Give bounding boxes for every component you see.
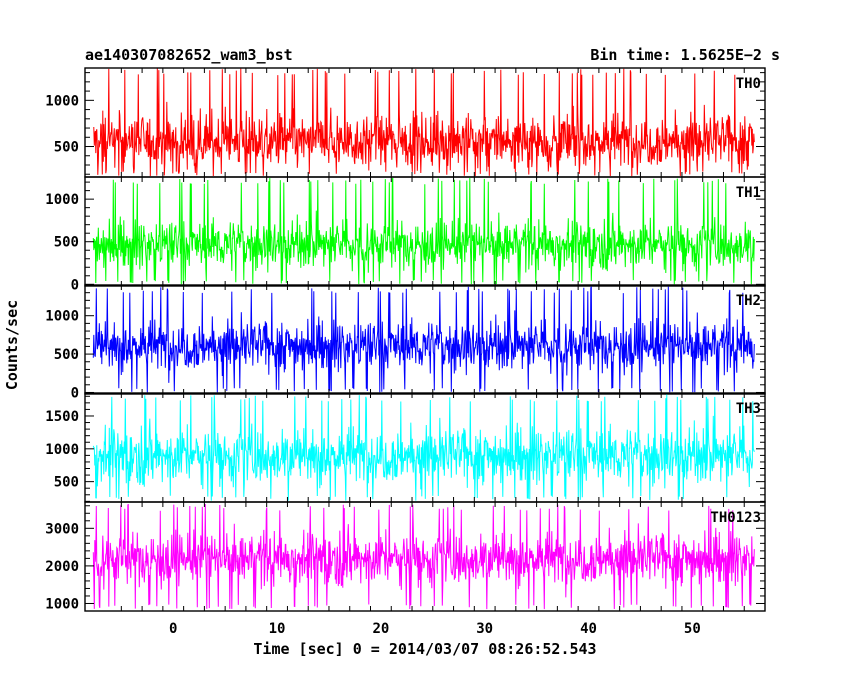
y-tick-label: 0: [71, 385, 79, 401]
x-tick-label: 0: [169, 621, 177, 637]
x-tick-label: 50: [684, 621, 701, 637]
panel-frame: [84, 176, 766, 287]
panel-th3: 500 1000 1500 TH3: [45, 392, 766, 503]
panel-label-th3: TH3: [736, 401, 761, 417]
y-tick-label: 500: [54, 140, 79, 156]
y-tick-label: 1500: [45, 409, 79, 425]
panel-label-th1: TH1: [736, 185, 761, 201]
y-tick-label: 500: [54, 347, 79, 363]
y-tick-label: 1000: [45, 442, 79, 458]
panel-th2: 0 500 1000 TH2: [45, 284, 766, 401]
series-th1-trace: [92, 177, 755, 285]
panel-frame: [84, 284, 766, 395]
chart-title-right: Bin time: 1.5625E−2 s: [590, 46, 780, 64]
x-tick-label: 40: [580, 621, 597, 637]
y-tick-label: 1000: [45, 309, 79, 325]
panel-th1: 0 500 1000 TH1: [45, 176, 766, 293]
y-tick-label: 1000: [45, 596, 79, 612]
series-th2-trace: [92, 286, 755, 393]
y-tick-label: 2000: [45, 559, 79, 575]
y-tick-label: 500: [54, 475, 79, 491]
y-tick-label: 500: [54, 235, 79, 251]
panel-th0123: 1000 2000 3000 TH0123: [45, 501, 766, 612]
panel-label-th0: TH0: [736, 76, 761, 92]
chart-title-left: ae140307082652_wam3_bst: [85, 46, 293, 64]
y-tick-label: 3000: [45, 521, 79, 537]
series-th0-trace: [93, 68, 755, 177]
panel-label-th0123: TH0123: [710, 510, 761, 526]
y-tick-label: 1000: [45, 93, 79, 109]
panel-th0: 500 1000 TH0: [45, 67, 766, 178]
x-tick-label: 30: [476, 621, 493, 637]
panel-frame: [84, 501, 766, 612]
y-axis-label: Counts/sec: [3, 300, 21, 390]
y-tick-label: 1000: [45, 192, 79, 208]
y-tick-label: 0: [71, 277, 79, 293]
series-th0123-trace: [92, 503, 755, 610]
panel-label-th2: TH2: [736, 293, 761, 309]
x-tick-label: 10: [269, 621, 286, 637]
series-th3-trace: [92, 394, 755, 501]
x-axis-label: Time [sec] 0 = 2014/03/07 08:26:52.543: [253, 640, 596, 658]
x-tick-label: 20: [372, 621, 389, 637]
